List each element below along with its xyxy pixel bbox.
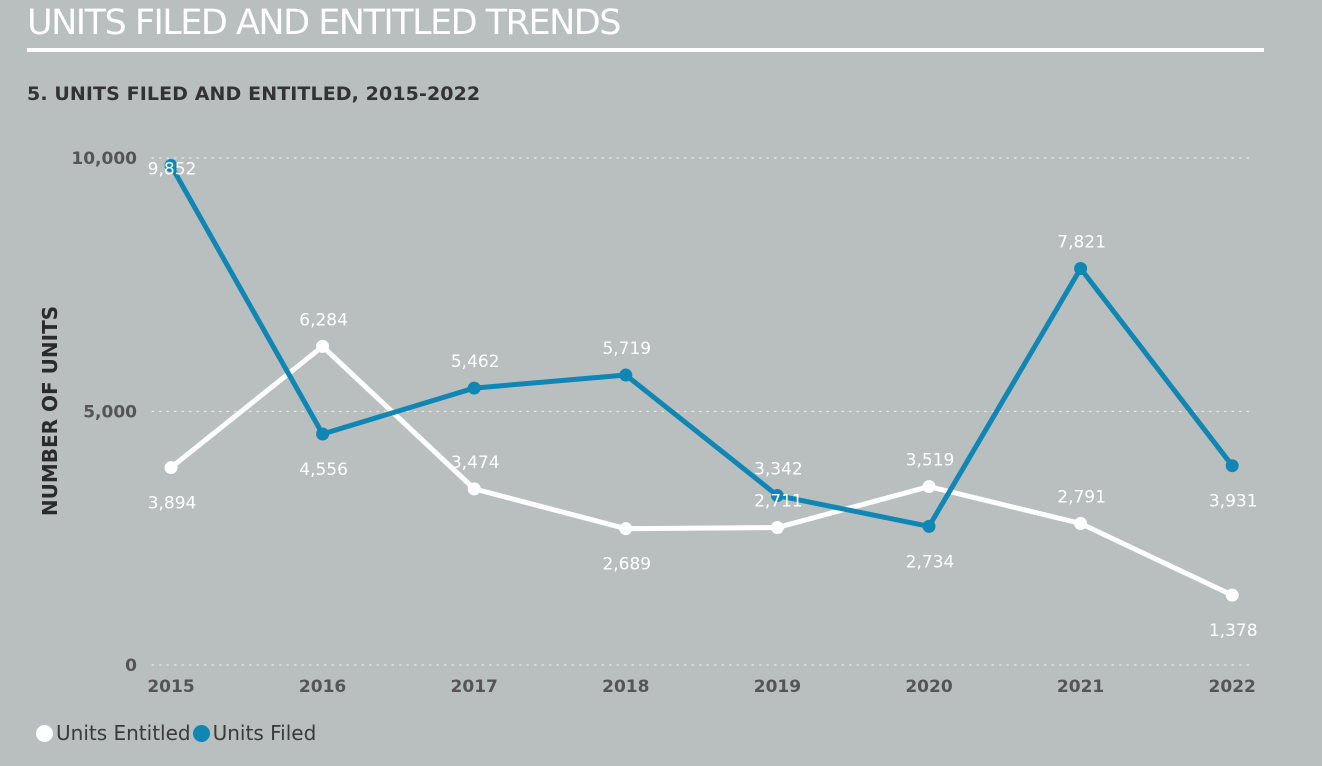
- data-label-filed: 7,821: [1057, 232, 1106, 252]
- series-line-filed: [168, 163, 1235, 529]
- y-tick-label: 0: [125, 656, 137, 676]
- data-label-entitled: 2,791: [1057, 487, 1106, 507]
- x-tick-label: 2022: [1209, 677, 1256, 697]
- data-label-filed: 4,556: [299, 460, 348, 480]
- legend-label-entitled: Units Entitled: [56, 721, 191, 745]
- data-point-entitled[interactable]: [619, 522, 633, 536]
- x-tick-label: 2016: [299, 677, 346, 697]
- series-line-entitled: [168, 343, 1235, 598]
- legend-marker-entitled: [36, 724, 53, 742]
- data-point-filed[interactable]: [316, 427, 330, 441]
- data-label-filed: 5,719: [602, 339, 651, 359]
- data-label-entitled: 3,474: [451, 453, 500, 473]
- data-point-entitled[interactable]: [922, 480, 936, 494]
- data-point-entitled[interactable]: [770, 521, 784, 535]
- page-title: UNITS FILED AND ENTITLED TRENDS: [27, 3, 621, 43]
- x-axis-ticks: 2015 2016 2017 2018 2019 2020 2021 2022: [147, 677, 1256, 697]
- data-label-entitled: 1,378: [1209, 621, 1258, 641]
- data-point-filed[interactable]: [1225, 459, 1239, 473]
- x-tick-label: 2017: [451, 677, 498, 697]
- legend: Units Entitled Units Filed: [36, 721, 318, 745]
- x-tick-label: 2015: [147, 677, 194, 697]
- data-point-entitled[interactable]: [1225, 588, 1239, 602]
- data-label-filed: 9,852: [148, 160, 197, 180]
- legend-marker-filed: [192, 724, 210, 742]
- data-label-filed: 3,342: [754, 460, 803, 480]
- data-point-filed[interactable]: [770, 489, 784, 503]
- data-label-entitled: 2,689: [602, 555, 651, 575]
- data-point-filed[interactable]: [467, 381, 481, 395]
- legend-item-filed[interactable]: Units Filed: [192, 721, 317, 745]
- y-tick-label: 10,000: [71, 149, 137, 169]
- data-point-entitled[interactable]: [467, 482, 481, 496]
- series-lines: [164, 159, 1239, 602]
- y-tick-label: 5,000: [83, 403, 137, 423]
- data-point-entitled[interactable]: [316, 339, 330, 353]
- data-label-filed: 3,931: [1209, 492, 1258, 512]
- data-point-entitled[interactable]: [1074, 516, 1088, 530]
- x-tick-label: 2018: [602, 677, 649, 697]
- legend-label-filed: Units Filed: [212, 721, 317, 745]
- data-label-entitled: 3,519: [906, 451, 955, 471]
- data-label-filed: 2,734: [906, 552, 955, 572]
- data-label-filed: 5,462: [451, 352, 500, 372]
- data-point-filed[interactable]: [164, 159, 178, 173]
- data-point-filed[interactable]: [922, 519, 936, 533]
- x-tick-label: 2021: [1057, 677, 1104, 697]
- data-label-entitled: 3,894: [148, 494, 197, 514]
- y-axis-ticks: 0 5,000 10,000: [71, 149, 137, 676]
- y-axis-label: NUMBER OF UNITS: [38, 306, 62, 516]
- data-labels: 3,894 6,284 3,474 2,689 2,711 3,519 2,791 1,378…: [148, 160, 1258, 642]
- chart-title: 5. UNITS FILED AND ENTITLED, 2015-2022: [27, 83, 481, 105]
- data-label-entitled: 2,711: [754, 492, 803, 512]
- data-label-entitled: 6,284: [299, 310, 348, 330]
- data-point-filed[interactable]: [619, 368, 633, 382]
- gridlines: [151, 157, 1253, 666]
- x-tick-label: 2019: [754, 677, 801, 697]
- data-point-filed[interactable]: [1074, 261, 1088, 275]
- data-point-entitled[interactable]: [164, 461, 178, 475]
- x-tick-label: 2020: [905, 677, 952, 697]
- legend-item-entitled[interactable]: Units Entitled: [36, 721, 191, 745]
- title-divider: [27, 48, 1264, 52]
